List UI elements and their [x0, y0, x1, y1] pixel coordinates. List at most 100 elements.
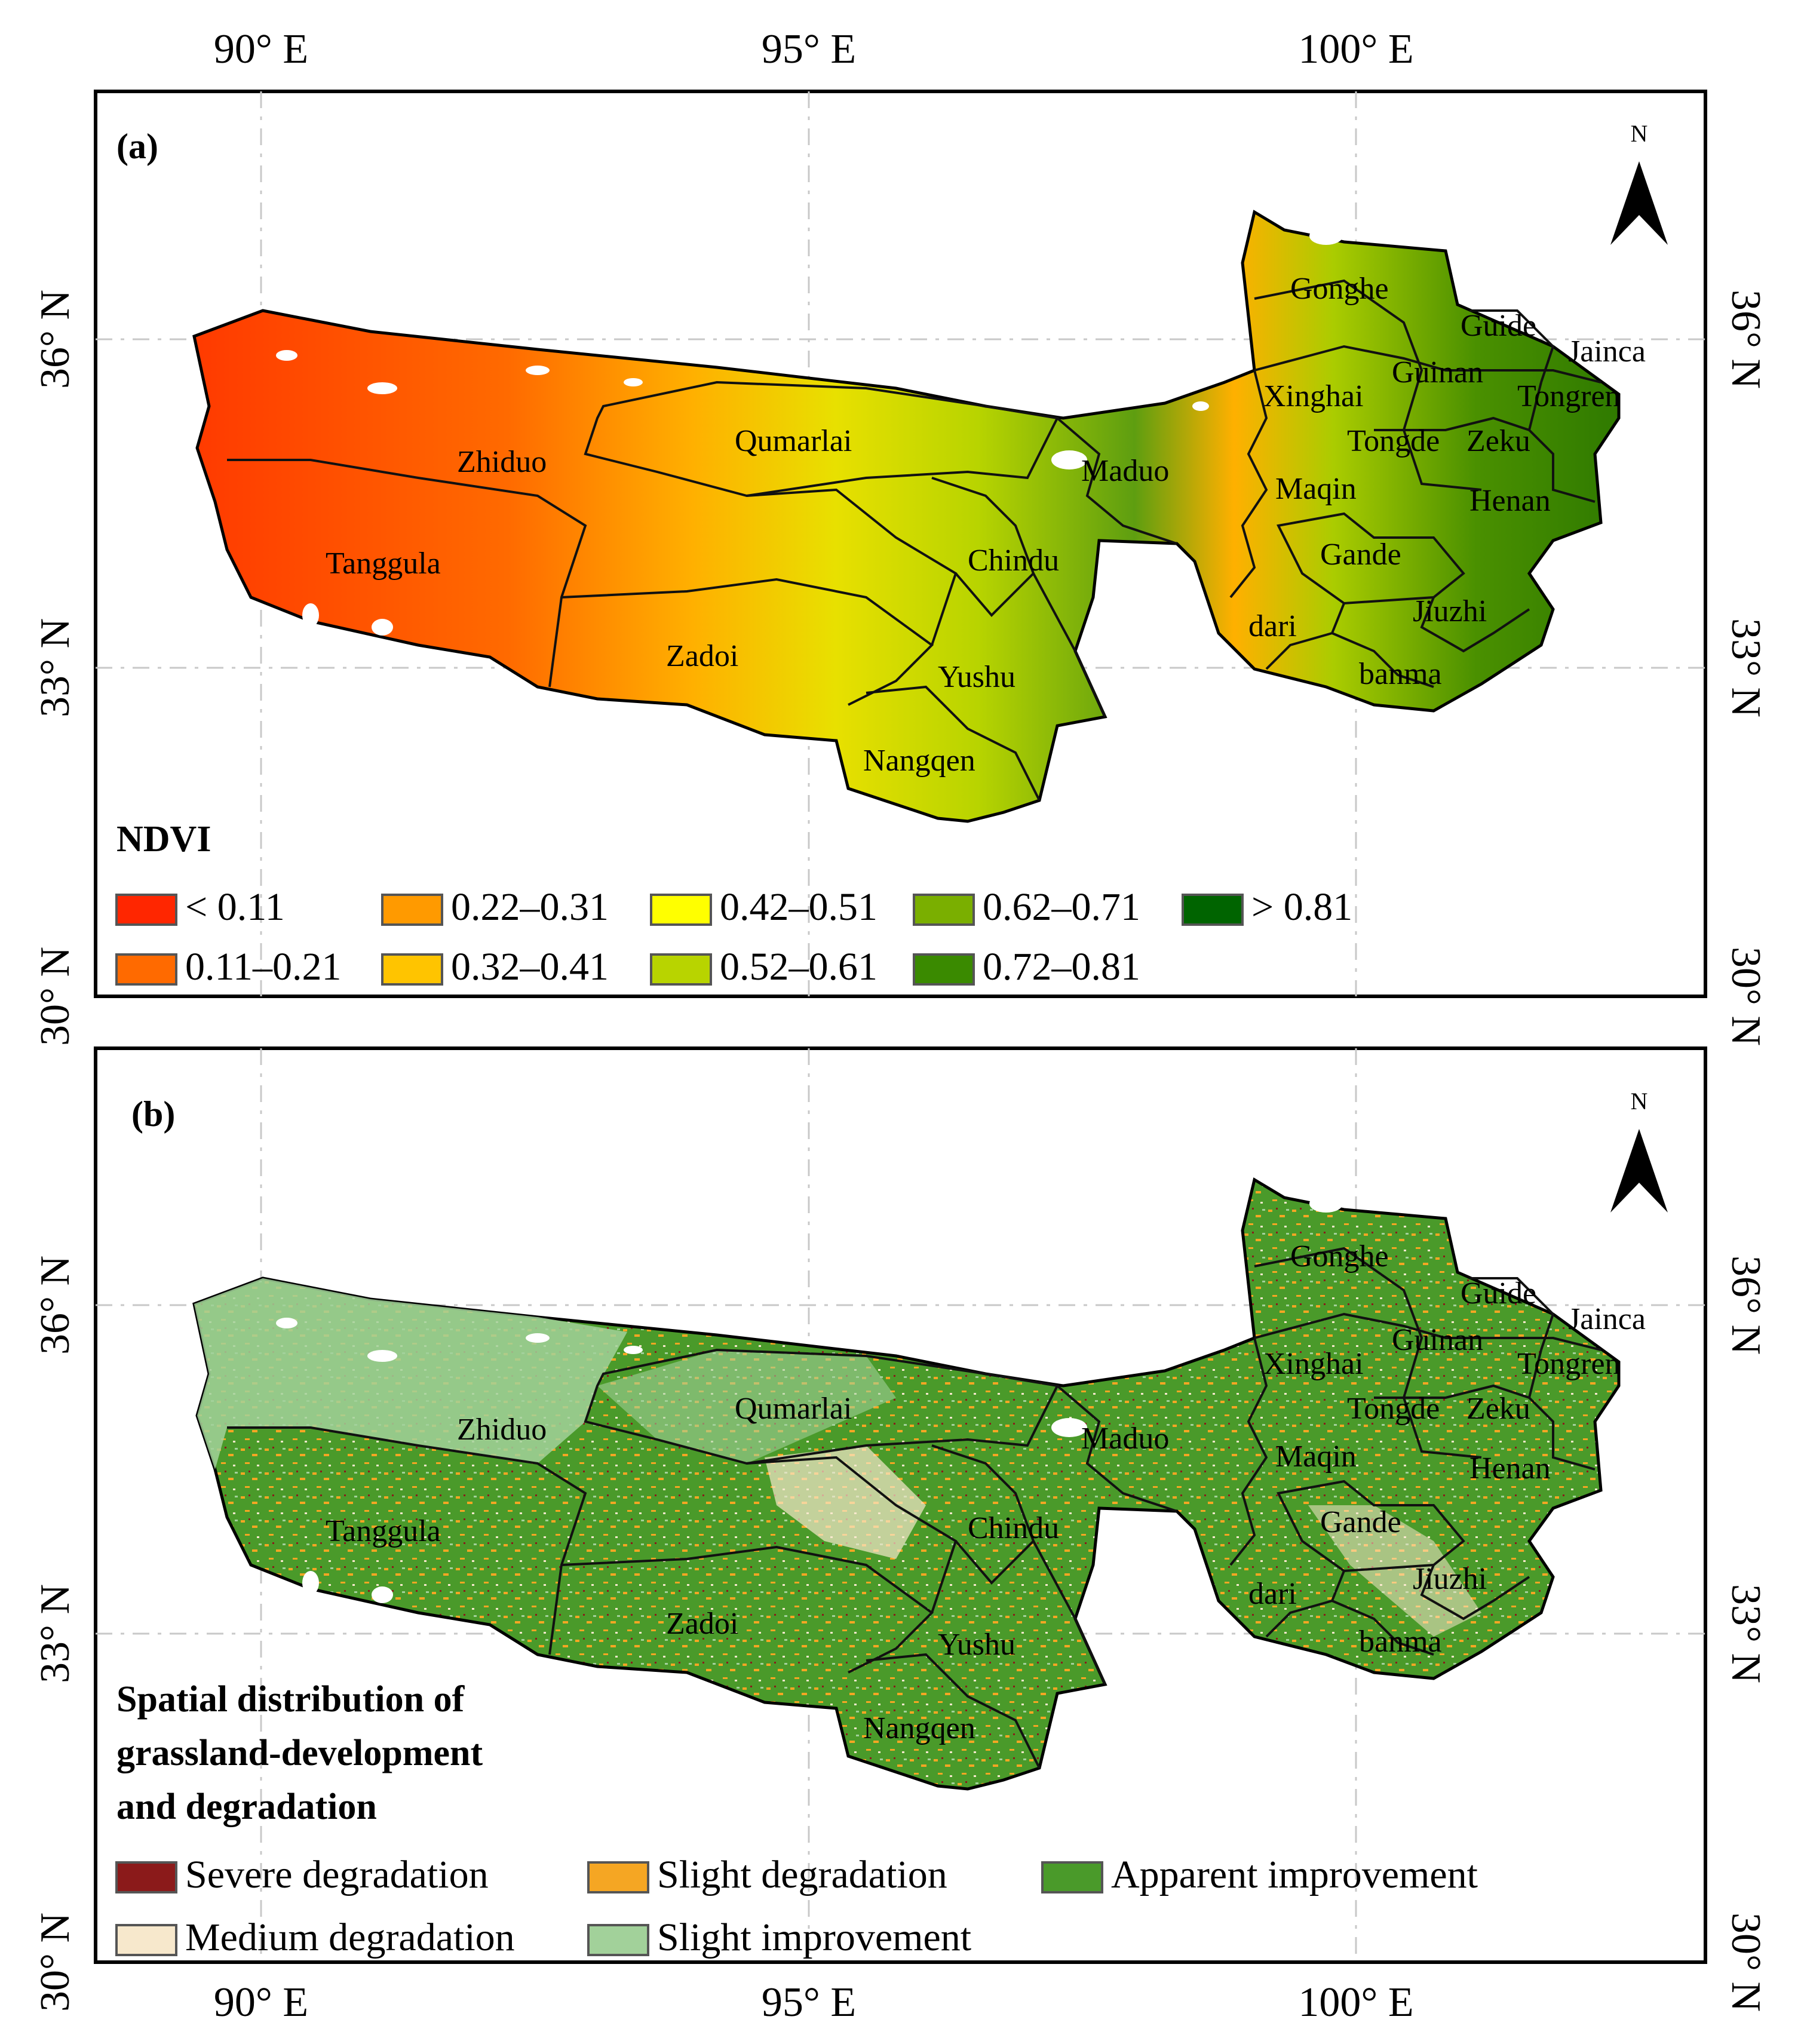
legend-a: < 0.11 0.11–0.21 0.22–0.31 0.32–0.41 0.42–0.… [115, 885, 1352, 989]
county-label-jainca: Jainca [1568, 1302, 1646, 1336]
legend-swatch [913, 894, 975, 926]
legend-item: Medium degradation [115, 1916, 515, 1959]
lon-label: 95° E [762, 1979, 856, 2025]
panel-label-a: (a) [116, 127, 158, 166]
county-label-chindu: Chindu [968, 544, 1059, 578]
legend-label: 0.32–0.41 [451, 945, 609, 989]
county-labels-a: Gonghe Guide Jainca Guinan Tongren Xingh… [326, 272, 1646, 778]
county-label-yushu: Yushu [938, 660, 1015, 694]
lat-axis-right-b: 36° N 33° N 30° N [1723, 1256, 1769, 2012]
legend-swatch [115, 1861, 177, 1893]
legend-label: 0.52–0.61 [720, 945, 878, 989]
county-label-gonghe: Gonghe [1290, 1239, 1389, 1273]
county-label-henan: Henan [1469, 484, 1551, 518]
legend-title-a: NDVI [116, 819, 211, 860]
lat-label: 33° N [1723, 1584, 1769, 1683]
county-label-maqin: Maqin [1275, 1440, 1357, 1474]
legend-item: 0.62–0.71 [913, 885, 1140, 929]
legend-swatch [1182, 894, 1244, 926]
north-arrow-label-b: N [1631, 1088, 1648, 1115]
county-label-chindu: Chindu [968, 1511, 1059, 1545]
north-arrow-icon-b [1610, 1129, 1668, 1213]
lat-axis-left-a: 36° N 33° N 30° N [32, 290, 78, 1046]
legend-swatch [587, 1924, 649, 1956]
lat-axis-left-b: 36° N 33° N 30° N [32, 1256, 78, 2012]
county-label-gande: Gande [1320, 538, 1401, 572]
legend-item: 0.42–0.51 [650, 885, 878, 929]
lon-axis-top-a: 90° E 95° E 100° E [214, 26, 1414, 72]
legend-item: 0.52–0.61 [650, 945, 878, 989]
county-label-gonghe: Gonghe [1290, 272, 1389, 306]
legend-item: 0.72–0.81 [913, 945, 1140, 989]
legend-swatch [115, 1924, 177, 1956]
county-label-jiuzhi: Jiuzhi [1413, 594, 1487, 628]
legend-swatch [1041, 1861, 1103, 1893]
county-label-maduo: Maduo [1081, 1422, 1169, 1456]
county-label-nangqen: Nangqen [863, 1711, 975, 1745]
lon-label: 90° E [214, 1979, 308, 2025]
county-label-zeku: Zeku [1466, 424, 1530, 458]
legend-item: 0.11–0.21 [115, 945, 342, 989]
legend-label: 0.22–0.31 [451, 885, 609, 929]
legend-label: Apparent improvement [1111, 1853, 1478, 1896]
map-frame-b [94, 1046, 1707, 1964]
legend-b: Severe degradation Slight degradation Appa… [115, 1853, 1478, 1959]
county-label-dari: dari [1248, 609, 1297, 643]
panel-b: Gonghe Guide Jainca Guinan Tongren Xingh… [32, 1046, 1769, 2025]
lat-label: 30° N [1723, 1913, 1769, 2012]
no-data-patches-a [276, 227, 1343, 636]
map-frame-a [94, 90, 1707, 998]
county-label-nangqen: Nangqen [863, 744, 975, 778]
legend-title-line: Spatial distribution of [116, 1679, 465, 1720]
county-label-zeku: Zeku [1466, 1392, 1530, 1426]
legend-swatch [913, 953, 975, 986]
legend-label: Slight improvement [657, 1916, 971, 1959]
county-label-jainca: Jainca [1568, 334, 1646, 369]
legend-item: > 0.81 [1182, 885, 1352, 929]
county-label-tanggula: Tanggula [326, 1514, 441, 1548]
panel-label-b: (b) [131, 1094, 175, 1134]
lat-label: 30° N [1723, 947, 1769, 1046]
legend-item: Apparent improvement [1041, 1853, 1478, 1896]
county-label-maduo: Maduo [1081, 454, 1169, 488]
county-label-tongren: Tongren [1517, 1347, 1621, 1381]
county-label-zhiduo: Zhiduo [457, 1413, 547, 1447]
lat-label: 33° N [1723, 618, 1769, 717]
legend-swatch [650, 894, 712, 926]
county-label-yushu: Yushu [938, 1628, 1015, 1662]
north-arrow-a: N [1610, 120, 1668, 245]
county-label-qumarlai: Qumarlai [735, 1392, 852, 1426]
legend-label: 0.72–0.81 [983, 945, 1140, 989]
county-boundaries-a [227, 279, 1601, 801]
legend-title-b: Spatial distribution of grassland-develo… [116, 1679, 483, 1827]
legend-label: 0.42–0.51 [720, 885, 878, 929]
lat-axis-right-a: 36° N 33° N 30° N [1723, 290, 1769, 1046]
county-labels-b: Gonghe Guide Jainca Guinan Tongren Xingh… [326, 1239, 1646, 1745]
legend-item: Slight degradation [587, 1853, 947, 1896]
legend-swatch [381, 953, 443, 986]
county-label-guinan: Guinan [1392, 355, 1483, 389]
county-label-banma: banma [1359, 1625, 1442, 1659]
county-label-tongde: Tongde [1347, 1392, 1440, 1426]
county-label-zhiduo: Zhiduo [457, 445, 547, 479]
lat-label: 33° N [32, 618, 78, 717]
legend-swatch [381, 894, 443, 926]
county-label-guide: Guide [1461, 1276, 1536, 1311]
north-arrow-icon-a [1610, 161, 1668, 245]
legend-label: > 0.81 [1251, 885, 1352, 929]
legend-swatch [587, 1861, 649, 1893]
county-label-henan: Henan [1469, 1451, 1551, 1486]
legend-swatch [650, 953, 712, 986]
legend-item: Slight improvement [587, 1916, 971, 1959]
county-label-guinan: Guinan [1392, 1323, 1483, 1357]
north-arrow-b: N [1610, 1088, 1668, 1213]
county-label-xinghai: Xinghai [1263, 1347, 1364, 1381]
legend-item: 0.32–0.41 [381, 945, 609, 989]
lon-axis-bottom-b: 90° E 95° E 100° E [214, 1979, 1414, 2025]
county-label-dari: dari [1248, 1577, 1297, 1611]
legend-swatch [115, 953, 177, 986]
lon-label: 100° E [1298, 1979, 1413, 2025]
county-label-maqin: Maqin [1275, 472, 1357, 506]
lat-label: 36° N [1723, 1256, 1769, 1355]
